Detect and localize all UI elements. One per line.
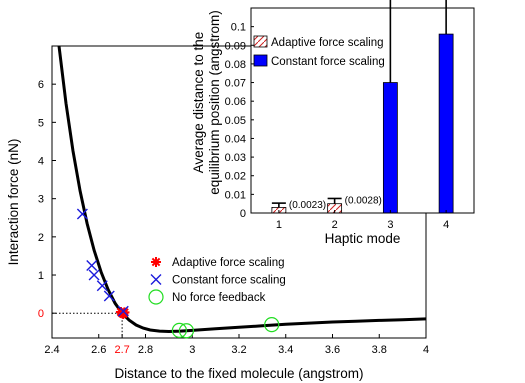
inset-x-ticks: 1 2 3 4 <box>276 210 449 231</box>
inset-y-tick-label: 0.07 <box>225 78 246 90</box>
force-curve <box>57 46 426 334</box>
legend-marker <box>150 274 162 285</box>
main-y-ticks: 0 1 2 3 4 5 6 <box>38 79 56 320</box>
inset-bar <box>382 82 398 214</box>
main-x-ticks: 2.4 2.6 2.7 2.8 3 3.2 3.4 3.6 3.8 4 <box>44 334 429 356</box>
constant-marker <box>86 259 98 271</box>
legend-label: Adaptive force scaling <box>172 257 285 269</box>
y-tick-label: 3 <box>38 194 44 206</box>
inset-y-tick-label: 0.01 <box>225 189 246 201</box>
inset-y-tick-label: 0 <box>240 208 246 220</box>
inset-annotations: (0.0023)(0.0028)(0.096)(0.031) <box>289 195 382 211</box>
x-tick-label: 3.2 <box>231 344 246 356</box>
y-tick-label: 0 <box>38 308 44 320</box>
inset-y-tick-label: 0.09 <box>225 40 246 52</box>
x-tick-label: 4 <box>423 344 429 356</box>
error-annotation: (0.0023) <box>289 200 326 211</box>
inset-y-ticks: 0 0.01 0.02 0.03 0.04 0.05 0.06 0.07 0.08 0.09 0.1 <box>225 22 254 220</box>
inset-plot-frame <box>250 7 475 214</box>
inset-y-tick-label: 0.03 <box>225 152 246 164</box>
x-tick-label: 2.4 <box>44 344 59 356</box>
constant-marker <box>103 290 115 302</box>
inset-background <box>251 8 474 213</box>
inset-bars <box>271 33 454 214</box>
legend-swatch-adaptive <box>253 35 268 48</box>
inset-y-tick-label: 0.06 <box>225 96 246 108</box>
x-tick-label: 3 <box>189 344 195 356</box>
x-tick-label: 2.8 <box>138 344 153 356</box>
inset-x-axis-label: Haptic mode <box>325 231 401 246</box>
y-tick-label: 4 <box>38 156 44 168</box>
legend-swatch-constant <box>253 54 268 67</box>
inset-x-tick-label: 2 <box>332 219 338 231</box>
y-tick-label: 1 <box>38 270 44 282</box>
legend-label: No force feedback <box>172 292 266 304</box>
no-feedback-marker <box>178 323 195 339</box>
main-plot: 2.4 2.6 2.7 2.8 3 3.2 3.4 3.6 3.8 4 0 1 2 3 4 5 6 Dista… <box>6 45 429 381</box>
legend-marker <box>148 289 164 305</box>
main-legend: Adaptive force scaling Constant force sca… <box>148 257 286 305</box>
constant-marker <box>96 280 108 292</box>
y-tick-label: 2 <box>38 232 44 244</box>
x-tick-label: 3.8 <box>372 344 387 356</box>
inset-y-tick-label: 0.04 <box>225 133 246 145</box>
y-tick-label: 6 <box>38 79 44 91</box>
data-markers <box>76 208 280 339</box>
inset-legend: Adaptive force scaling Constant force sca… <box>253 35 385 68</box>
legend-label: Constant force scaling <box>172 275 286 287</box>
inset-y-axis-label-line: Average distance to the <box>191 32 206 174</box>
inset-x-tick-label: 3 <box>387 219 393 231</box>
inset-y-tick-label: 0.02 <box>225 171 246 183</box>
legend-marker <box>151 257 161 267</box>
constant-marker <box>117 305 129 317</box>
x-tick-label: 3.6 <box>325 344 340 356</box>
no-feedback-marker <box>264 317 280 333</box>
inset-y-axis-label: Average distance to theequilibrium posit… <box>191 10 222 195</box>
inset-error-bars <box>271 0 447 208</box>
constant-marker <box>76 208 88 220</box>
inset-bar <box>438 33 454 214</box>
inset-y-axis-label-line: equilibrium position (angstrom) <box>207 10 222 195</box>
constant-marker <box>88 269 100 281</box>
no-feedback-marker <box>171 322 187 338</box>
inset-y-tick-label: 0.1 <box>231 22 246 34</box>
x-axis-label: Distance to the fixed molecule (angstrom… <box>114 366 363 381</box>
x-tick-label: 2.6 <box>91 344 106 356</box>
y-axis-label: Interaction force (nN) <box>6 139 21 266</box>
equilibrium-guides <box>52 312 123 338</box>
x-tick-label: 2.7 <box>114 344 129 356</box>
inset-x-tick-label: 1 <box>276 219 282 231</box>
inset-legend-label: Constant force scaling <box>271 56 385 68</box>
inset-y-tick-label: 0.05 <box>225 115 246 127</box>
y-tick-label: 5 <box>38 117 44 129</box>
inset-legend-label: Adaptive force scaling <box>271 37 384 49</box>
x-tick-label: 3.4 <box>278 344 293 356</box>
inset-x-tick-label: 4 <box>443 219 449 231</box>
error-annotation: (0.0028) <box>345 195 382 206</box>
inset-y-tick-label: 0.08 <box>225 59 246 71</box>
